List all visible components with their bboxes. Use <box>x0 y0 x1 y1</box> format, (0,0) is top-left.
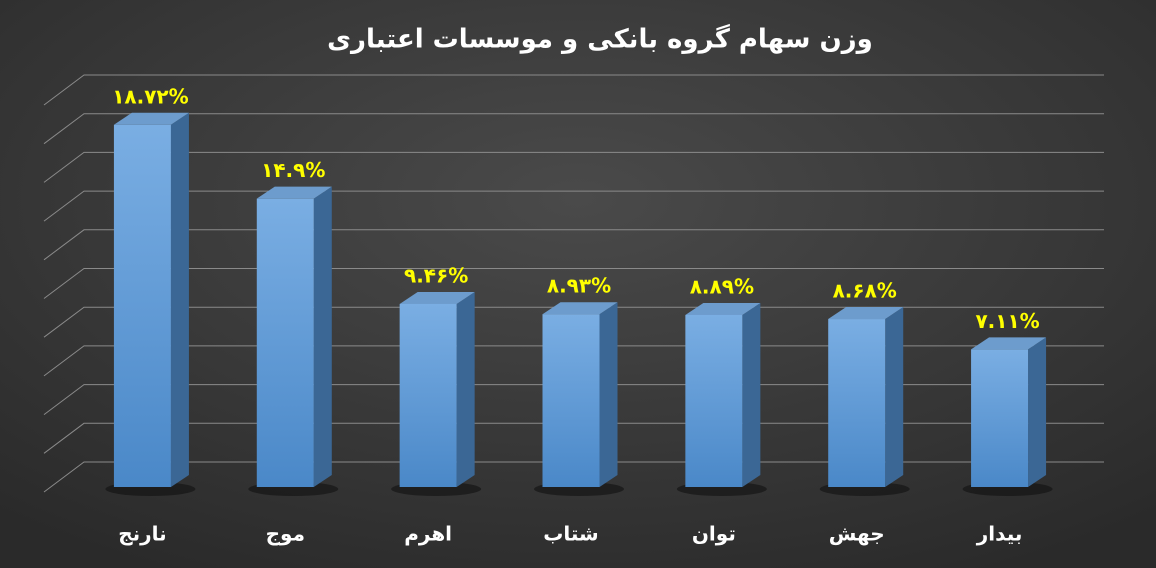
bar-top <box>685 302 761 315</box>
bar-side <box>599 302 618 487</box>
bar-top <box>399 291 475 304</box>
bar-top <box>113 112 189 125</box>
bar-top <box>828 307 904 320</box>
bar-side <box>456 291 475 487</box>
value-label: ۱۴.۹% <box>261 158 325 182</box>
grid-line <box>43 461 1104 493</box>
bar <box>685 314 743 487</box>
grid-line <box>43 190 1104 222</box>
grid-line <box>43 74 1104 106</box>
value-label: ۸.۸۹% <box>690 274 754 298</box>
value-label: ۹.۴۶% <box>404 263 468 287</box>
grid-line <box>43 151 1104 183</box>
grid-line <box>43 306 1104 338</box>
grid-line <box>43 345 1104 377</box>
x-tick-label: اهرم <box>404 522 452 546</box>
x-tick-label: جهش <box>829 522 885 546</box>
bar <box>256 198 314 487</box>
bar-side <box>885 307 904 487</box>
chart-title: وزن سهام گروه بانکی و موسسات اعتباری <box>327 24 873 55</box>
value-label: ۸.۶۸% <box>833 279 897 303</box>
grid-line <box>43 113 1104 145</box>
bar-top <box>256 186 332 199</box>
value-label: ۷.۱۱% <box>975 309 1039 333</box>
bar <box>828 319 886 487</box>
bar-side <box>313 186 332 487</box>
x-tick-label: بیدار <box>976 522 1023 546</box>
bar-side <box>170 112 189 487</box>
value-label: ۸.۹۳% <box>547 274 611 298</box>
bar <box>971 349 1029 487</box>
grid-line <box>43 384 1104 416</box>
x-tick-label: موج <box>266 522 305 546</box>
bar <box>113 124 171 487</box>
value-label: ۱۸.۷۲% <box>112 84 188 108</box>
bar-top <box>542 302 618 315</box>
bar-side <box>742 302 761 487</box>
grid-line <box>43 422 1104 454</box>
grid-line <box>43 229 1104 261</box>
bar-top <box>971 337 1047 350</box>
bar <box>542 314 600 487</box>
bar <box>399 303 457 487</box>
grid-line <box>43 268 1104 299</box>
x-tick-label: نارنج <box>118 522 166 546</box>
bar-side <box>1028 337 1047 487</box>
x-tick-label: توان <box>692 522 736 546</box>
x-tick-label: شتاب <box>543 522 598 546</box>
